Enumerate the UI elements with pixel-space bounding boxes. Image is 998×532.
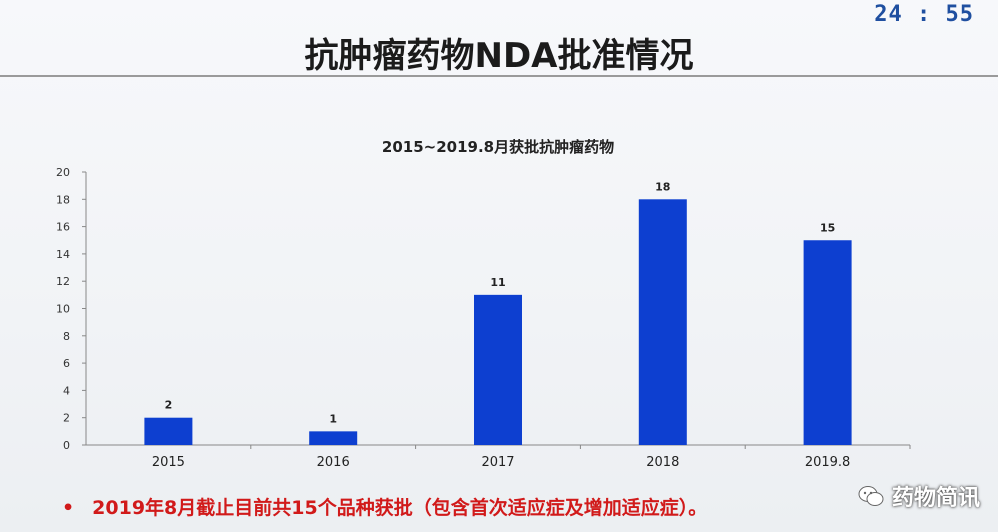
- y-tick-label: 14: [56, 248, 70, 261]
- y-tick-label: 4: [63, 384, 70, 397]
- x-tick-label: 2017: [481, 455, 514, 470]
- x-tick-label: 2019.8: [805, 455, 851, 470]
- title-divider: [0, 75, 998, 77]
- y-tick-label: 6: [63, 357, 70, 370]
- bar-2016: [309, 431, 358, 445]
- y-tick-label: 0: [63, 439, 70, 452]
- slide-title: 抗肿瘤药物NDA批准情况: [304, 36, 694, 76]
- data-label: 15: [820, 221, 835, 234]
- x-tick-label: 2016: [317, 455, 350, 470]
- bar-2018: [638, 199, 687, 445]
- y-tick-label: 2: [63, 412, 70, 425]
- summary-bullet: • 2019年8月截止目前共15个品种获批（包含首次适应症及增加适应症）。: [62, 493, 707, 520]
- countdown-timer: 24 : 55: [874, 2, 974, 27]
- y-tick-label: 16: [56, 221, 70, 234]
- y-tick-label: 18: [56, 193, 70, 206]
- y-tick-label: 20: [56, 166, 70, 179]
- summary-text: 2019年8月截止目前共15个品种获批（包含首次适应症及增加适应症）。: [92, 497, 708, 519]
- x-tick-label: 2015: [152, 455, 185, 470]
- data-label: 18: [655, 180, 670, 193]
- watermark-text: 药物简讯: [891, 486, 980, 511]
- bar-2015: [144, 417, 193, 445]
- bullet-dot-icon: •: [62, 497, 75, 519]
- data-label: 1: [329, 412, 337, 425]
- bar-2019.8: [803, 240, 852, 445]
- data-label: 2: [165, 399, 173, 412]
- x-tick-label: 2018: [646, 455, 679, 470]
- wechat-icon: [858, 486, 884, 506]
- y-tick-label: 12: [56, 275, 70, 288]
- y-tick-label: 8: [63, 330, 70, 343]
- bar-2017: [474, 294, 522, 445]
- y-tick-label: 10: [56, 303, 70, 316]
- wechat-watermark: 药物简讯: [858, 480, 980, 512]
- data-label: 11: [490, 276, 505, 289]
- chart-title: 2015~2019.8月获批抗肿瘤药物: [382, 138, 614, 156]
